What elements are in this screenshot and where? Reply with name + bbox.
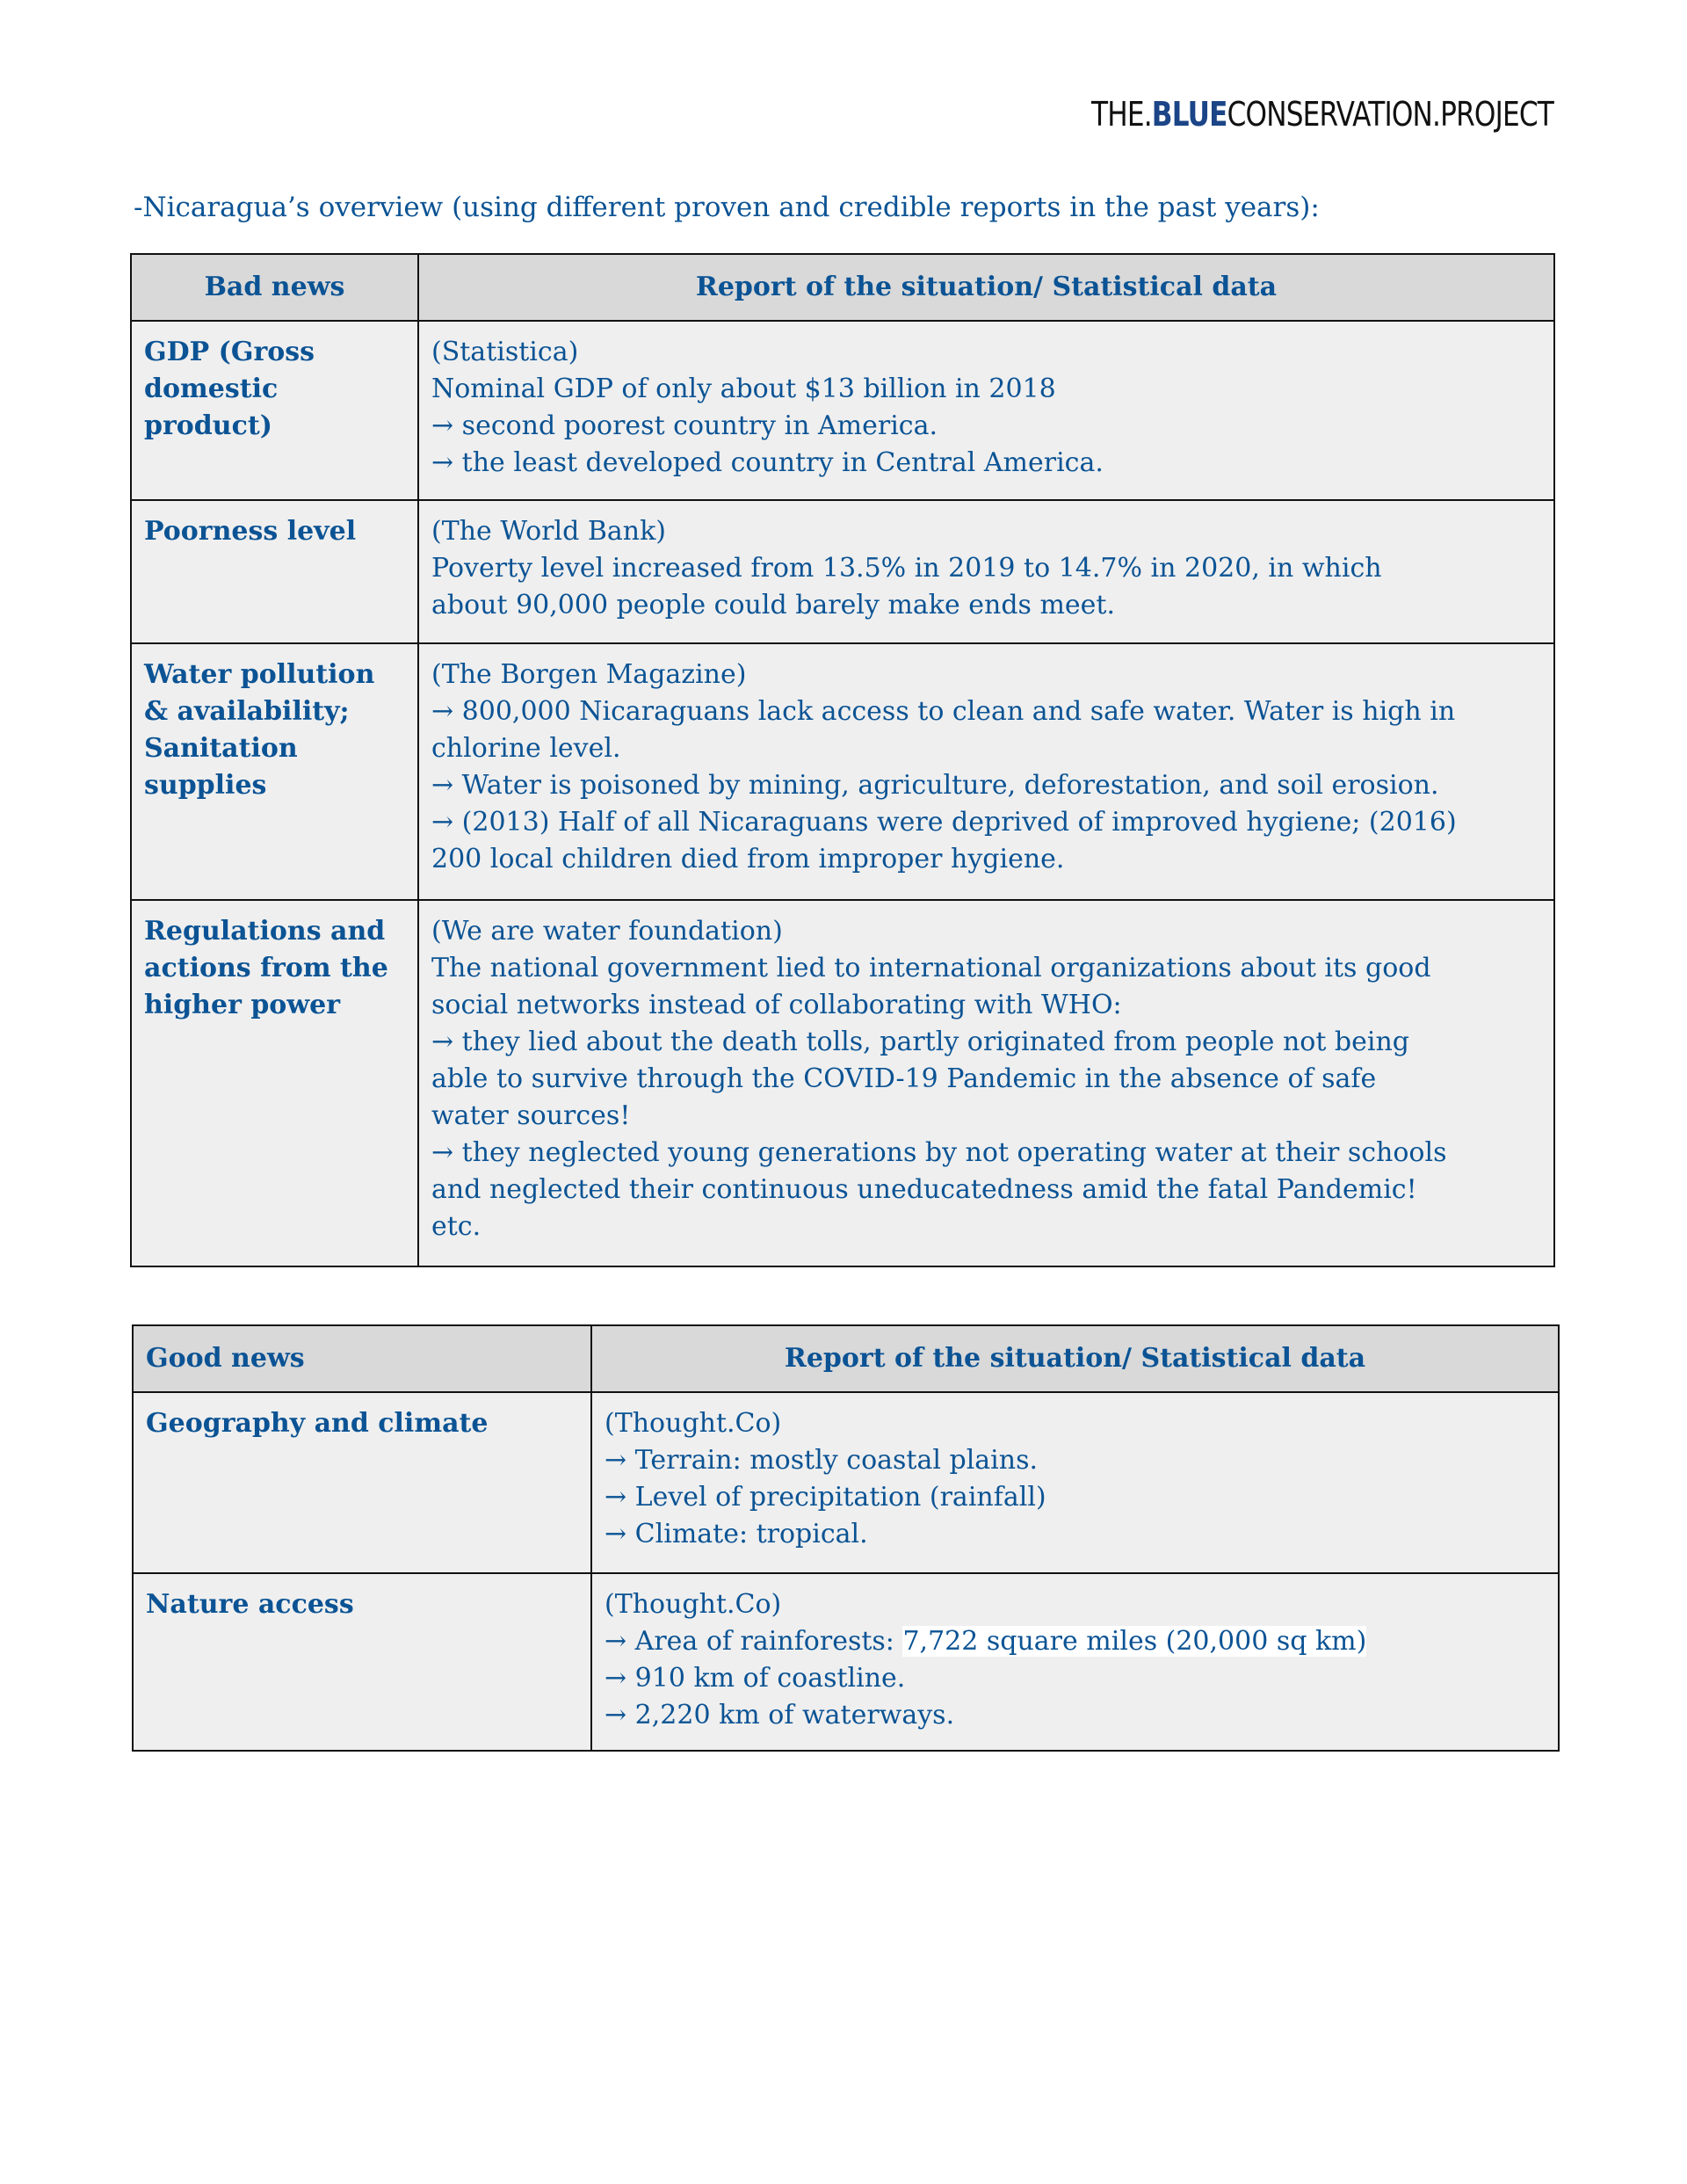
report-line-text: The national government lied to internat… — [431, 953, 1431, 983]
row-report: (We are water foundation) The national go… — [417, 899, 1555, 1267]
report-line: social networks instead of collaborating… — [431, 987, 1541, 1024]
row-label: Geography and climate — [132, 1391, 592, 1574]
highlighted-text: 7,722 square miles (20,000 sq km) — [902, 1626, 1367, 1657]
report-line: (The Borgen Magazine) — [431, 657, 1541, 693]
column-header: Good news — [132, 1324, 592, 1393]
report-line-text: about 90,000 people could barely make en… — [431, 590, 1116, 620]
report-line-text: → they neglected young generations by no… — [431, 1137, 1447, 1168]
report-line: (We are water foundation) — [431, 913, 1541, 950]
report-line: → Water is poisoned by mining, agricultu… — [431, 767, 1541, 804]
report-line-text: → Climate: tropical. — [605, 1519, 868, 1549]
report-line-text: → 910 km of coastline. — [605, 1663, 906, 1694]
report-line-text: (Thought.Co) — [605, 1408, 782, 1439]
report-line-text: → (2013) Half of all Nicaraguans were de… — [431, 807, 1457, 838]
row-label: Water pollution & availability; Sanitati… — [130, 642, 419, 901]
report-line: → second poorest country in America. — [431, 408, 1541, 445]
report-line-text: (Statistica) — [431, 337, 579, 367]
report-line: etc. — [431, 1208, 1541, 1245]
table-row: Water pollution & availability; Sanitati… — [130, 642, 1555, 901]
report-line-text: → 800,000 Nicaraguans lack access to cle… — [431, 696, 1456, 727]
report-line: → 910 km of coastline. — [605, 1660, 1546, 1697]
table-row: Geography and climate (Thought.Co) → Terra… — [132, 1391, 1560, 1574]
row-label: Nature access — [132, 1572, 592, 1752]
report-line-text: (The Borgen Magazine) — [431, 659, 747, 690]
report-line-text: water sources! — [431, 1100, 631, 1131]
good-news-table: Good news Report of the situation/ Stati… — [132, 1324, 1560, 1752]
report-line: (Statistica) — [431, 334, 1541, 371]
report-line-text: → second poorest country in America. — [431, 410, 938, 441]
report-line: Poverty level increased from 13.5% in 20… — [431, 550, 1541, 587]
report-line-text: (Thought.Co) — [605, 1589, 782, 1620]
report-line: → Level of precipitation (rainfall) — [605, 1479, 1546, 1516]
report-line-text: social networks instead of collaborating… — [431, 990, 1122, 1020]
report-line-text: 200 local children died from improper hy… — [431, 844, 1065, 874]
report-line: → they neglected young generations by no… — [431, 1135, 1541, 1172]
report-line: The national government lied to internat… — [431, 950, 1541, 987]
report-line: → 2,220 km of waterways. — [605, 1697, 1546, 1734]
brand-logo: THE.BLUECONSERVATION.PROJECT — [1091, 95, 1554, 134]
report-line-text: → the least developed country in Central… — [431, 447, 1104, 478]
report-line: water sources! — [431, 1098, 1541, 1135]
report-line-text: Poverty level increased from 13.5% in 20… — [431, 553, 1382, 584]
report-line: → 800,000 Nicaraguans lack access to cle… — [431, 693, 1541, 730]
report-line: able to survive through the COVID-19 Pan… — [431, 1061, 1541, 1098]
report-line-text: → they lied about the death tolls, partl… — [431, 1027, 1410, 1057]
row-report: (Thought.Co) → Area of rainforests: 7,722… — [590, 1572, 1560, 1752]
report-line-text: etc. — [431, 1211, 481, 1242]
report-line-text: able to survive through the COVID-19 Pan… — [431, 1063, 1377, 1094]
column-header: Report of the situation/ Statistical dat… — [417, 253, 1555, 322]
table-row: Nature access (Thought.Co) → Area of rainf… — [132, 1572, 1560, 1752]
report-line-text: (The World Bank) — [431, 516, 666, 547]
table-header-row: Bad news Report of the situation/ Statis… — [130, 253, 1555, 322]
report-line-text: → Water is poisoned by mining, agricultu… — [431, 770, 1439, 801]
report-line-text: Nominal GDP of only about $13 billion in… — [431, 374, 1056, 404]
column-header: Report of the situation/ Statistical dat… — [590, 1324, 1560, 1393]
table-row: Poorness level (The World Bank) Poverty le… — [130, 499, 1555, 644]
column-header: Bad news — [130, 253, 419, 322]
report-line: (The World Bank) — [431, 513, 1541, 550]
row-label: Regulations and actions from the higher … — [130, 899, 419, 1267]
report-line: (Thought.Co) — [605, 1405, 1546, 1442]
row-report: (Statistica) Nominal GDP of only about $1… — [417, 320, 1555, 501]
row-label: Poorness level — [130, 499, 419, 644]
report-line-text: and neglected their continuous uneducate… — [431, 1174, 1417, 1205]
report-line: → (2013) Half of all Nicaraguans were de… — [431, 804, 1541, 841]
report-line-text: → Terrain: mostly coastal plains. — [605, 1445, 1039, 1476]
bad-news-table: Bad news Report of the situation/ Statis… — [130, 253, 1555, 1267]
report-line: and neglected their continuous uneducate… — [431, 1172, 1541, 1208]
table-row: GDP (Gross domestic product) (Statistica)… — [130, 320, 1555, 501]
report-line: → Terrain: mostly coastal plains. — [605, 1442, 1546, 1479]
report-line: chlorine level. — [431, 730, 1541, 767]
table-header-row: Good news Report of the situation/ Stati… — [132, 1324, 1560, 1393]
report-line-text: → Area of rainforests: — [605, 1626, 903, 1657]
report-line: Nominal GDP of only about $13 billion in… — [431, 371, 1541, 408]
report-line-text: → Level of precipitation (rainfall) — [605, 1482, 1046, 1513]
row-label: GDP (Gross domestic product) — [130, 320, 419, 501]
report-line: → Climate: tropical. — [605, 1516, 1546, 1553]
row-report: (Thought.Co) → Terrain: mostly coastal pl… — [590, 1391, 1560, 1574]
row-report: (The World Bank) Poverty level increased … — [417, 499, 1555, 644]
intro-heading: -Nicaragua’s overview (using different p… — [134, 192, 1320, 223]
report-line: → the least developed country in Central… — [431, 445, 1541, 482]
report-line: (Thought.Co) — [605, 1586, 1546, 1623]
report-line: about 90,000 people could barely make en… — [431, 587, 1541, 624]
row-report: (The Borgen Magazine) → 800,000 Nicaragua… — [417, 642, 1555, 901]
report-line-text: → 2,220 km of waterways. — [605, 1700, 955, 1731]
report-line-text: (We are water foundation) — [431, 916, 783, 947]
report-line: → Area of rainforests: 7,722 square mile… — [605, 1623, 1546, 1660]
report-line: → they lied about the death tolls, partl… — [431, 1024, 1541, 1061]
table-row: Regulations and actions from the higher … — [130, 899, 1555, 1267]
report-line: 200 local children died from improper hy… — [431, 841, 1541, 878]
report-line-text: chlorine level. — [431, 733, 621, 764]
